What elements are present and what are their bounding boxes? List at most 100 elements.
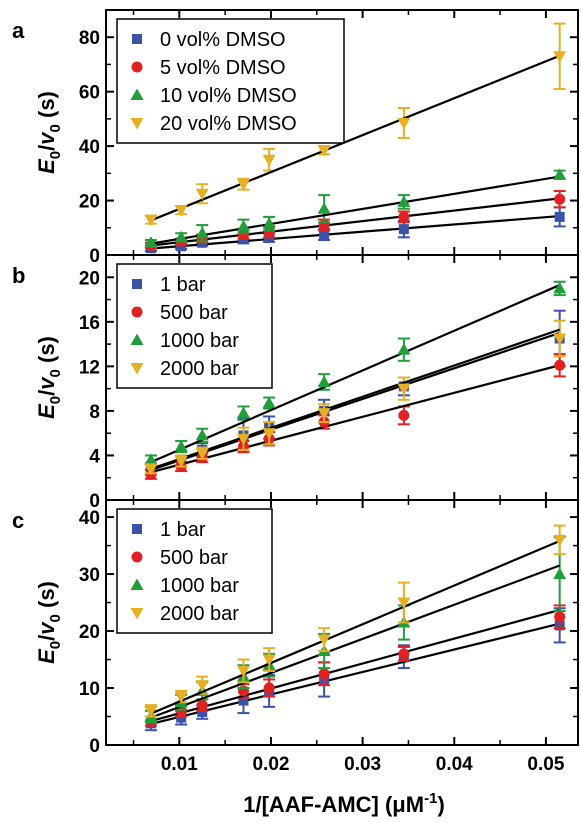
y-axis-label: E0/v0 (s)	[34, 91, 64, 174]
marker-triangle-down	[553, 534, 567, 547]
marker-circle	[554, 359, 566, 371]
marker-triangle-up	[236, 406, 250, 419]
x-tick-label: 0.05	[527, 754, 564, 775]
legend-marker	[131, 61, 143, 73]
marker-circle	[554, 193, 566, 205]
marker-triangle-up	[195, 428, 209, 441]
marker-circle	[263, 226, 275, 238]
marker-triangle-down	[553, 333, 567, 346]
y-tick-label: 10	[79, 679, 100, 700]
series-2000-bar	[144, 319, 567, 476]
x-tick-label: 0.01	[161, 754, 198, 775]
legend-label: 1000 bar	[160, 575, 239, 597]
marker-square	[238, 695, 249, 706]
marker-triangle-down	[317, 408, 331, 420]
legend: 1 bar 500 bar 1000 bar 2000 bar	[116, 508, 273, 634]
x-tick-label: 0.02	[252, 754, 289, 775]
legend-label: 1000 bar	[160, 330, 239, 352]
marker-triangle-down	[262, 154, 276, 167]
marker-triangle-down	[195, 680, 209, 692]
marker-square	[176, 712, 187, 723]
marker-triangle-down	[236, 665, 250, 678]
series-2000-bar	[144, 524, 567, 718]
marker-triangle-down	[236, 433, 250, 446]
legend-label: 5 vol% DMSO	[160, 57, 286, 79]
marker-square	[319, 229, 330, 240]
marker-triangle-down	[397, 383, 411, 396]
marker-circle	[398, 409, 410, 421]
y-tick-label: 20	[79, 192, 100, 213]
marker-triangle-up	[397, 343, 411, 355]
marker-triangle-down	[317, 145, 331, 157]
y-tick-label: 60	[79, 83, 100, 104]
fit-line	[150, 364, 560, 474]
legend-label: 10 vol% DMSO	[160, 85, 297, 107]
fit-line	[150, 284, 561, 464]
y-tick-label: 0	[89, 491, 100, 512]
fit-line	[150, 331, 561, 471]
y-tick-label: 20	[79, 268, 100, 289]
marker-triangle-down	[144, 214, 158, 227]
panel-label: a	[12, 18, 25, 43]
legend-marker	[132, 34, 142, 44]
marker-triangle-down	[236, 179, 250, 191]
marker-square	[197, 706, 208, 717]
marker-square	[398, 224, 409, 235]
legend-label: 500 bar	[160, 302, 228, 324]
marker-triangle-down	[174, 205, 188, 217]
panel-c: c 0 10 20 30 40 E0/v0 (s) 1 bar 500 bar 1000 bar 2…	[12, 499, 579, 757]
panel-label: c	[12, 508, 24, 533]
marker-circle	[318, 668, 330, 680]
marker-triangle-down	[397, 117, 411, 130]
panel-a: a 0 20 40 60 80 E0/v0 (s) 0 vol% DMSO 5 vol% DMS…	[12, 9, 579, 267]
y-axis-label: E0/v0 (s)	[34, 336, 64, 419]
marker-triangle-down	[262, 428, 276, 440]
legend-marker	[132, 524, 142, 534]
marker-triangle-up	[553, 168, 567, 180]
fit-line	[150, 328, 561, 470]
y-tick-label: 40	[79, 508, 100, 529]
y-tick-label: 0	[89, 736, 100, 757]
fit-line	[150, 622, 560, 725]
series-1000-bar	[144, 280, 567, 466]
legend-marker	[130, 608, 144, 620]
legend-label: 1 bar	[160, 274, 206, 296]
y-tick-label: 4	[89, 446, 100, 467]
marker-triangle-up	[262, 217, 276, 229]
marker-triangle-up	[236, 219, 250, 232]
y-tick-label: 16	[79, 313, 100, 334]
fit-line	[150, 564, 561, 719]
legend-box	[116, 18, 345, 144]
marker-circle	[554, 611, 566, 623]
marker-triangle-up	[553, 567, 567, 580]
legend-marker	[131, 306, 143, 318]
legend: 0 vol% DMSO 5 vol% DMSO 10 vol% DMSO 20 vol…	[116, 18, 345, 144]
plot-frame	[105, 499, 579, 746]
marker-triangle-down	[144, 463, 158, 476]
fit-line	[150, 175, 560, 245]
legend-label: 2000 bar	[160, 603, 239, 625]
marker-triangle-down	[195, 188, 209, 201]
marker-triangle-up	[144, 453, 158, 465]
marker-triangle-up	[397, 195, 411, 207]
marker-triangle-down	[195, 448, 209, 460]
panel-b: b 0 4 8 12 16 20 E0/v0 (s) 1 bar 500 bar 1000 bar 2…	[12, 254, 579, 512]
x-tick-label: 0.03	[344, 754, 381, 775]
y-tick-label: 8	[89, 402, 100, 423]
marker-circle	[263, 682, 275, 694]
legend-label: 2000 bar	[160, 358, 239, 380]
marker-circle	[398, 648, 410, 660]
marker-triangle-up	[317, 202, 331, 214]
legend-marker	[132, 279, 142, 289]
marker-triangle-up	[317, 375, 331, 387]
legend-marker	[130, 578, 144, 590]
y-tick-label: 30	[79, 565, 100, 586]
y-tick-label: 12	[79, 357, 100, 378]
fit-line	[150, 214, 560, 250]
panel-label: b	[12, 263, 25, 288]
marker-circle	[196, 699, 208, 711]
legend-marker	[130, 88, 144, 100]
legend: 1 bar 500 bar 1000 bar 2000 bar	[116, 263, 273, 389]
y-tick-label: 40	[79, 137, 100, 158]
